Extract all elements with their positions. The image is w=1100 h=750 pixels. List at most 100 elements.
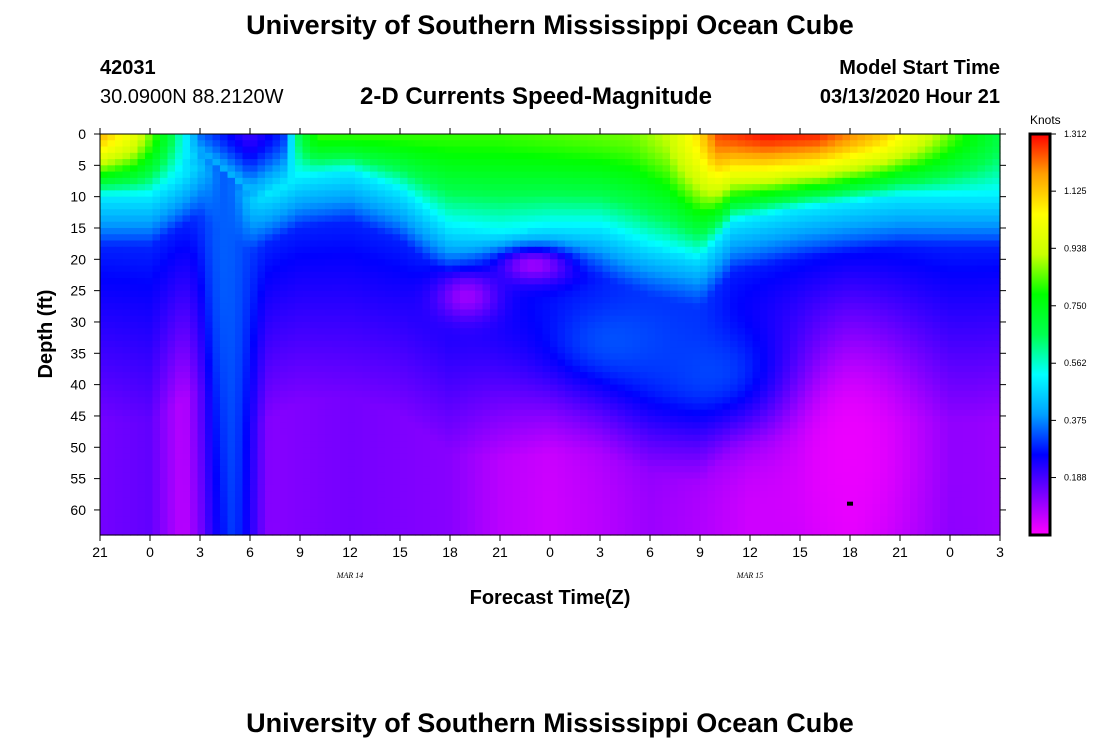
heatmap-cell — [437, 303, 446, 311]
heatmap-cell — [415, 171, 424, 179]
heatmap-cell — [700, 246, 709, 254]
heatmap-cell — [475, 184, 484, 191]
heatmap-cell — [610, 134, 619, 141]
heatmap-cell — [107, 190, 116, 198]
heatmap-cell — [400, 215, 409, 223]
heatmap-cell — [505, 253, 514, 260]
heatmap-cell — [190, 340, 199, 348]
heatmap-cell — [460, 265, 469, 273]
heatmap-cell — [422, 253, 431, 260]
heatmap-cell — [295, 265, 304, 273]
heatmap-cell — [895, 171, 904, 179]
heatmap-cell — [857, 259, 866, 267]
heatmap-cell — [977, 303, 986, 311]
heatmap-cell — [647, 259, 656, 267]
heatmap-cell — [745, 159, 754, 166]
heatmap-cell — [430, 359, 439, 367]
heatmap-cell — [550, 372, 559, 379]
heatmap-cell — [925, 328, 934, 336]
heatmap-cell — [340, 296, 349, 304]
heatmap-cell — [490, 259, 499, 267]
heatmap-cell — [512, 134, 521, 141]
heatmap-cell — [752, 328, 761, 336]
heatmap-cell — [865, 215, 874, 223]
heatmap-cell — [355, 372, 364, 379]
heatmap-cell — [775, 365, 784, 373]
heatmap-cell — [332, 309, 341, 317]
heatmap-cell — [775, 315, 784, 323]
heatmap-cell — [827, 152, 836, 160]
heatmap-cell — [422, 215, 431, 223]
heatmap-cell — [865, 321, 874, 329]
heatmap-cell — [115, 347, 124, 354]
heatmap-cell — [820, 372, 829, 379]
heatmap-cell — [242, 321, 251, 329]
heatmap-cell — [955, 284, 964, 292]
heatmap-cell — [707, 253, 716, 260]
heatmap-cell — [932, 146, 941, 154]
heatmap-cell — [722, 246, 731, 254]
heatmap-cell — [415, 159, 424, 166]
heatmap-cell — [797, 152, 806, 160]
heatmap-cell — [212, 227, 221, 235]
heatmap-cell — [707, 328, 716, 336]
heatmap-cell — [467, 171, 476, 179]
heatmap-cell — [497, 340, 506, 348]
heatmap-cell — [302, 253, 311, 260]
heatmap-cell — [850, 309, 859, 317]
heatmap-cell — [325, 340, 334, 348]
heatmap-cell — [835, 202, 844, 210]
heatmap-cell — [377, 253, 386, 260]
heatmap-cell — [782, 315, 791, 323]
heatmap-cell — [670, 215, 679, 223]
heatmap-cell — [220, 284, 229, 292]
heatmap-cell — [370, 177, 379, 185]
heatmap-cell — [910, 196, 919, 204]
heatmap-cell — [355, 353, 364, 361]
heatmap-cell — [310, 365, 319, 373]
heatmap-cell — [880, 171, 889, 179]
heatmap-cell — [835, 359, 844, 367]
heatmap-cell — [445, 384, 454, 392]
heatmap-cell — [640, 278, 649, 285]
heatmap-cell — [310, 315, 319, 323]
heatmap-cell — [310, 227, 319, 235]
heatmap-cell — [842, 190, 851, 198]
heatmap-cell — [827, 146, 836, 154]
heatmap-cell — [565, 353, 574, 361]
heatmap-cell — [317, 221, 326, 229]
heatmap-cell — [182, 390, 191, 398]
heatmap-cell — [512, 315, 521, 323]
heatmap-cell — [542, 177, 551, 185]
heatmap-cell — [557, 171, 566, 179]
heatmap-cell — [835, 253, 844, 260]
heatmap-cell — [985, 152, 994, 160]
heatmap-cell — [512, 378, 521, 386]
heatmap-cell — [407, 221, 416, 229]
heatmap-cell — [992, 227, 1001, 235]
heatmap-cell — [460, 190, 469, 198]
heatmap-cell — [340, 159, 349, 166]
heatmap-cell — [730, 246, 739, 254]
heatmap-cell — [122, 221, 131, 229]
heatmap-cell — [115, 309, 124, 317]
heatmap-cell — [880, 165, 889, 173]
heatmap-cell — [632, 321, 641, 329]
heatmap-cell — [152, 303, 161, 311]
heatmap-cell — [422, 146, 431, 154]
heatmap-cell — [332, 184, 341, 191]
heatmap-cell — [685, 259, 694, 267]
heatmap-cell — [685, 227, 694, 235]
heatmap-cell — [782, 253, 791, 260]
heatmap-cell — [317, 140, 326, 148]
heatmap-cell — [842, 334, 851, 342]
heatmap-cell — [175, 353, 184, 361]
heatmap-cell — [700, 328, 709, 336]
heatmap-cell — [692, 190, 701, 198]
heatmap-cell — [572, 365, 581, 373]
heatmap-cell — [752, 359, 761, 367]
heatmap-cell — [565, 378, 574, 386]
heatmap-cell — [632, 328, 641, 336]
heatmap-cell — [842, 134, 851, 141]
heatmap-cell — [445, 221, 454, 229]
